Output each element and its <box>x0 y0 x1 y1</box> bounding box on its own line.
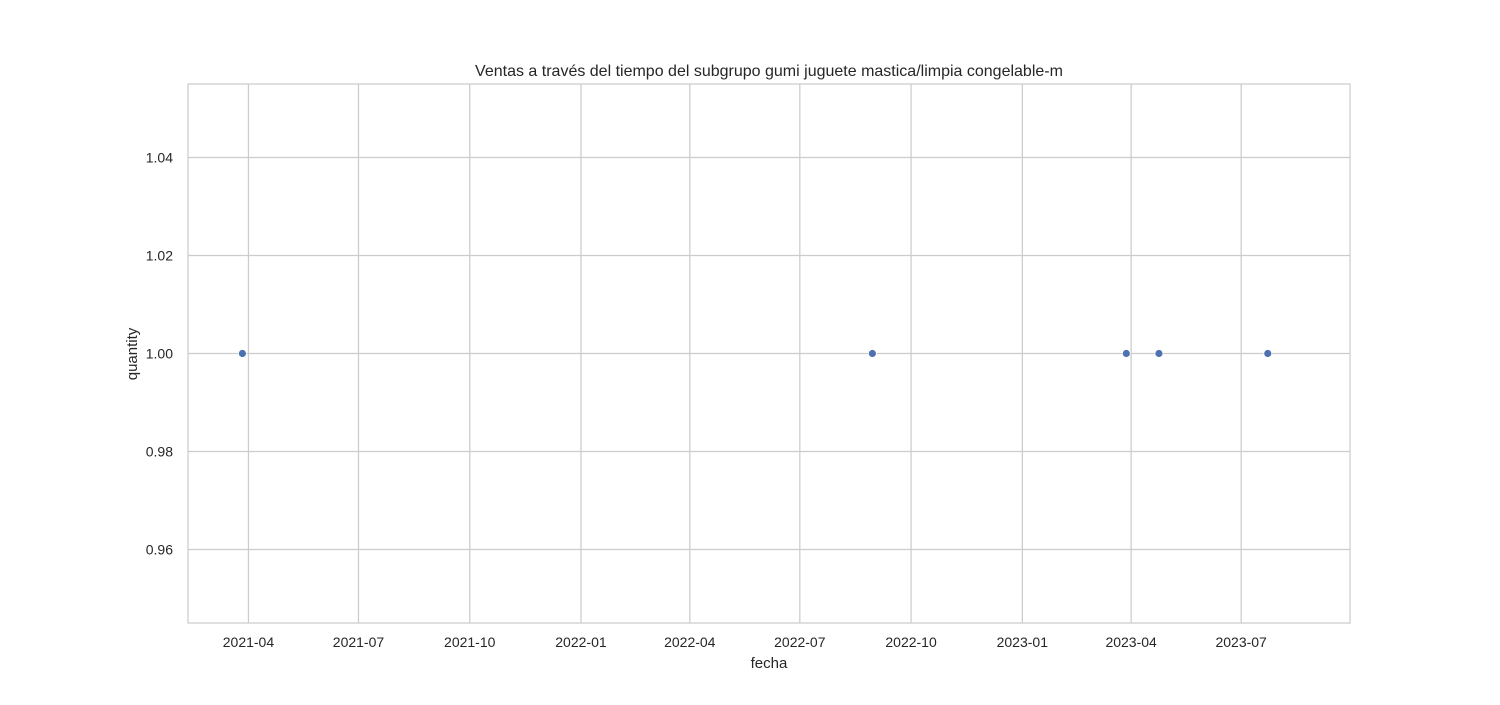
y-tick-label: 0.98 <box>146 444 173 460</box>
chart-title: Ventas a través del tiempo del subgrupo … <box>475 63 1063 80</box>
scatter-point <box>867 349 877 358</box>
y-tick-label: 1.02 <box>146 248 173 264</box>
y-tick-label: 1.00 <box>146 346 173 362</box>
x-axis-label: fecha <box>751 655 788 672</box>
x-tick-label: 2021-10 <box>444 634 496 650</box>
plot-area-frame <box>187 83 1351 624</box>
tick-labels: 2021-04 2021-07 2021-10 2022-01 2022-04 2022-… <box>146 150 1267 651</box>
x-tick-label: 2023-07 <box>1215 634 1267 650</box>
scatter-point <box>1121 349 1131 358</box>
x-tick-label: 2022-10 <box>885 634 937 650</box>
scatter-point <box>1263 349 1273 358</box>
x-tick-label: 2022-07 <box>774 634 826 650</box>
x-tick-label: 2022-01 <box>555 634 607 650</box>
x-tick-label: 2021-07 <box>333 634 385 650</box>
x-tick-label: 2023-04 <box>1105 634 1157 650</box>
x-tick-label: 2023-01 <box>997 634 1049 650</box>
x-tick-label: 2021-04 <box>223 634 275 650</box>
y-tick-label: 0.96 <box>146 542 173 558</box>
x-tick-label: 2022-04 <box>664 634 716 650</box>
scatter-point <box>1154 349 1164 358</box>
scatter-point <box>238 349 247 358</box>
y-axis-label: quantity <box>124 327 141 380</box>
data-points <box>238 349 1273 358</box>
y-tick-label: 1.04 <box>146 150 173 166</box>
